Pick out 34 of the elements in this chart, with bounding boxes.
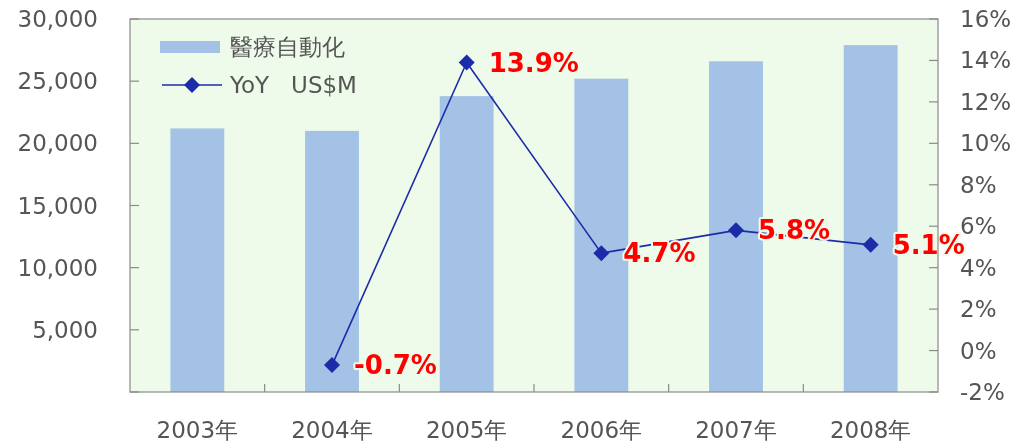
bar [439, 96, 494, 392]
y2-tick-label: 8% [960, 171, 997, 198]
y2-tick-label: 14% [960, 47, 1012, 74]
bar [170, 128, 225, 392]
y-tick-label: 10,000 [17, 254, 98, 281]
y2-tick-label: -2% [960, 379, 1005, 405]
y-tick-label: 30,000 [17, 6, 98, 32]
data-label: -0.7% [354, 350, 437, 381]
y-tick-label: 5,000 [32, 316, 98, 343]
x-tick-label: 2004年 [291, 417, 373, 443]
x-tick-label: 2005年 [425, 417, 508, 443]
y-tick-label: 15,000 [17, 192, 98, 219]
y-tick-label: 20,000 [17, 130, 98, 157]
data-label: 4.7% [623, 238, 696, 269]
point [593, 245, 610, 262]
y2-tick-label: 6% [960, 213, 997, 240]
point [862, 236, 879, 253]
y2-tick-label: 10% [960, 130, 1012, 157]
x-tick-label: 2007年 [695, 417, 777, 443]
x-tick-label: 2006年 [560, 417, 643, 443]
y-tick-label: 25,000 [17, 68, 98, 95]
x-tick-label: 2003年 [156, 417, 239, 443]
y2-tick-label: 12% [960, 88, 1012, 115]
data-label: 13.9% [488, 47, 579, 78]
point [324, 357, 340, 374]
x-tick-label: 2008年 [829, 417, 912, 443]
y2-tick-label: 0% [960, 337, 997, 364]
y2-tick-label: 2% [960, 296, 997, 323]
point [728, 222, 744, 239]
legend-label: YoY US$M [229, 72, 357, 98]
legend-label: 醫療自動化 [230, 34, 345, 60]
y2-tick-label: 16% [960, 6, 1012, 32]
point [458, 54, 475, 71]
y2-tick-label: 4% [960, 254, 997, 281]
